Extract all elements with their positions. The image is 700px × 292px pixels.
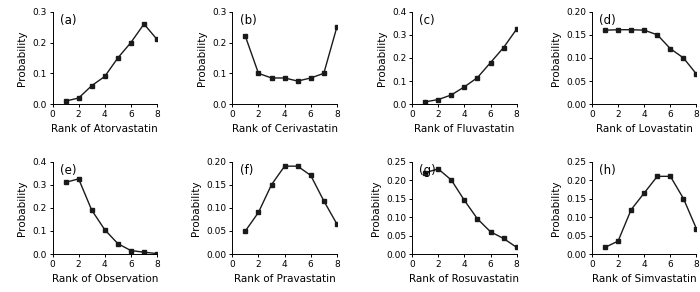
X-axis label: Rank of Cerivastatin: Rank of Cerivastatin: [232, 124, 337, 134]
Text: (h): (h): [599, 164, 616, 177]
Text: (b): (b): [239, 15, 256, 27]
Text: (g): (g): [419, 164, 436, 177]
X-axis label: Rank of Observation: Rank of Observation: [52, 274, 158, 284]
Y-axis label: Probability: Probability: [197, 30, 206, 86]
Y-axis label: Probability: Probability: [371, 180, 381, 236]
X-axis label: Rank of Rosuvastatin: Rank of Rosuvastatin: [410, 274, 519, 284]
Text: (d): (d): [599, 15, 616, 27]
Y-axis label: Probability: Probability: [191, 180, 201, 236]
Text: (f): (f): [239, 164, 253, 177]
X-axis label: Rank of Lovastatin: Rank of Lovastatin: [596, 124, 693, 134]
Y-axis label: Probability: Probability: [377, 30, 386, 86]
Y-axis label: Probability: Probability: [551, 180, 561, 236]
Text: (a): (a): [60, 15, 76, 27]
Y-axis label: Probability: Probability: [551, 30, 561, 86]
X-axis label: Rank of Simvastatin: Rank of Simvastatin: [592, 274, 696, 284]
Y-axis label: Probability: Probability: [17, 180, 27, 236]
Text: (c): (c): [419, 15, 435, 27]
X-axis label: Rank of Atorvastatin: Rank of Atorvastatin: [51, 124, 158, 134]
X-axis label: Rank of Pravastatin: Rank of Pravastatin: [234, 274, 335, 284]
Text: (e): (e): [60, 164, 76, 177]
Y-axis label: Probability: Probability: [17, 30, 27, 86]
X-axis label: Rank of Fluvastatin: Rank of Fluvastatin: [414, 124, 514, 134]
